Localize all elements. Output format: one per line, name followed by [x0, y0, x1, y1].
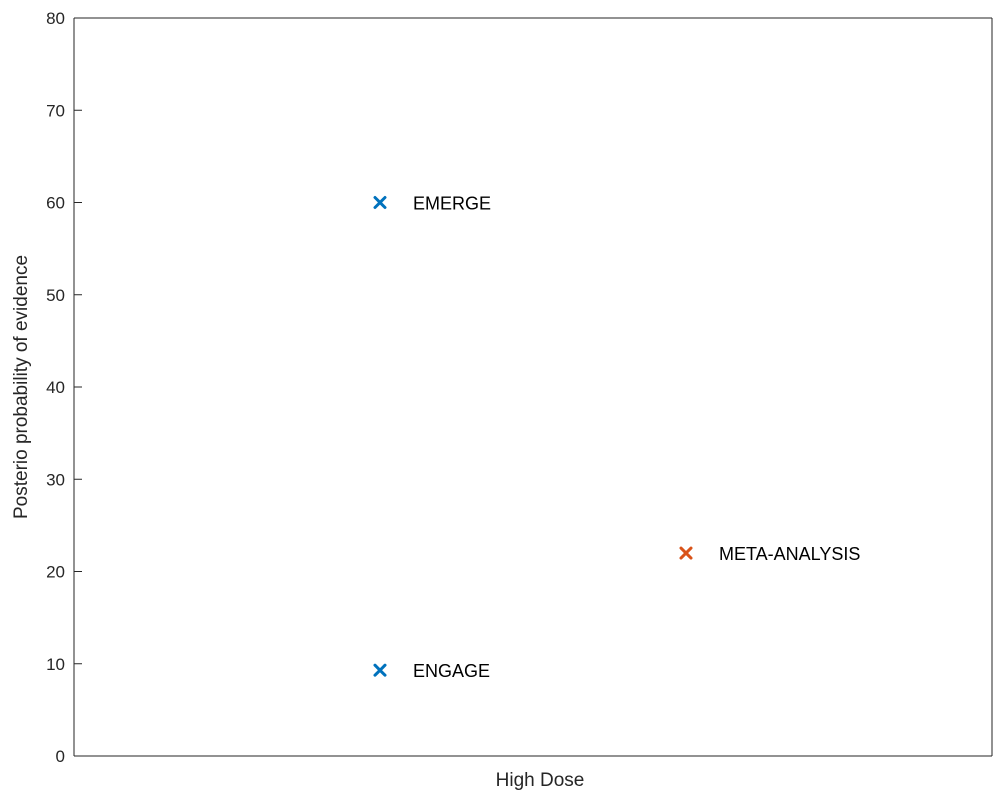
y-tick-label: 0	[56, 747, 65, 766]
data-point: EMERGE	[373, 194, 491, 214]
y-tick-label: 80	[46, 9, 65, 28]
y-tick-label: 60	[46, 194, 65, 213]
point-label: EMERGE	[413, 194, 491, 214]
data-point: META-ANALYSIS	[679, 544, 860, 564]
point-label: META-ANALYSIS	[719, 544, 860, 564]
x-marker	[679, 546, 693, 560]
y-tick-label: 40	[46, 378, 65, 397]
x-marker	[373, 196, 387, 209]
plot-area	[73, 17, 993, 757]
y-tick-label: 50	[46, 286, 65, 305]
y-axis-ticks: 0 10 20 30 40 50 60 70 80	[46, 9, 82, 766]
data-point: ENGAGE	[373, 661, 490, 681]
y-tick-label: 20	[46, 563, 65, 582]
data-points: EMERGE ENGAGE META-ANALYSIS	[373, 194, 860, 681]
x-marker	[373, 663, 387, 677]
y-tick-label: 70	[46, 101, 65, 120]
y-axis-label: Posterio probability of evidence	[11, 255, 32, 519]
y-tick-label: 30	[46, 470, 65, 489]
x-axis-label: High Dose	[496, 770, 585, 791]
y-tick-label: 10	[46, 655, 65, 674]
point-label: ENGAGE	[413, 661, 490, 681]
